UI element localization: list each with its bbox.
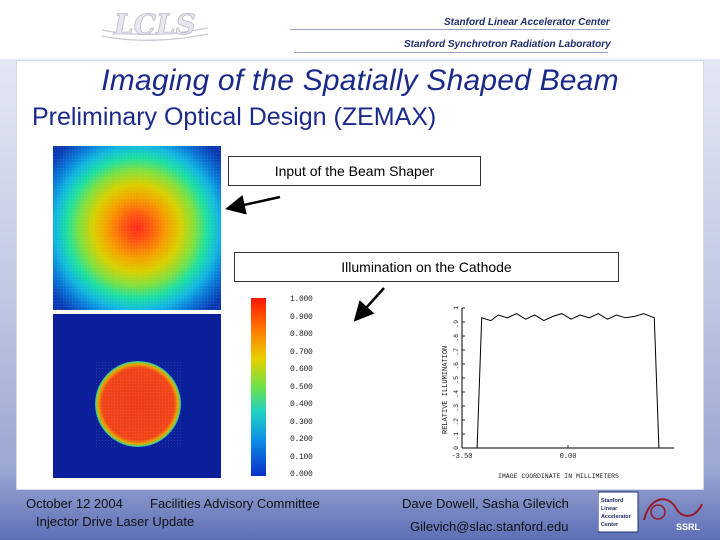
org-line-slac: Stanford Linear Accelerator Center xyxy=(444,17,610,28)
slac-logo-text: Stanford Linear Accelerator Center xyxy=(601,498,632,528)
illumination-profile-plot: 0 .1 .2 .3 .4 .5 .6 .7 .8 .9 1 -3.50 0.00 RELATIVE I… xyxy=(438,298,690,482)
colorbar-label: 0.800 xyxy=(290,330,313,339)
colorbar-label: 0.700 xyxy=(290,347,313,357)
plot-y-axis-label: RELATIVE ILLUMINATION xyxy=(442,346,450,434)
org-rule xyxy=(294,52,608,53)
plot-y-tick-label: .1 xyxy=(453,432,460,440)
plot-y-tick-label: .3 xyxy=(453,404,460,412)
colorbar-label: 0.900 xyxy=(290,312,313,322)
colorbar-label: 0.100 xyxy=(290,452,313,462)
slide-subtitle: Preliminary Optical Design (ZEMAX) xyxy=(32,103,437,131)
plot-y-tick-label: .6 xyxy=(453,362,460,370)
ssrl-logo-text: SSRL xyxy=(676,522,701,532)
colorbar-label: 0.300 xyxy=(290,417,313,427)
plot-tick-labels: 0 .1 .2 .3 .4 .5 .6 .7 .8 .9 1 -3.50 0.00 xyxy=(451,306,576,461)
colorbar-label: 0.200 xyxy=(290,435,313,444)
profile-chart-svg: 0 .1 .2 .3 .4 .5 .6 .7 .8 .9 1 -3.50 0.00 RELATIVE I… xyxy=(442,306,674,480)
plot-y-tick-label: .8 xyxy=(453,334,460,342)
plot-x-tick-label: 0.00 xyxy=(560,453,577,461)
footer-date: October 12 2004 xyxy=(26,496,123,511)
intensity-colorbar xyxy=(251,298,266,476)
colorbar-label: 0.400 xyxy=(290,400,313,409)
slide-title: Imaging of the Spatially Shaped Beam xyxy=(101,64,619,97)
callout-input-label: Input of the Beam Shaper xyxy=(228,156,481,186)
plot-y-tick-label: .9 xyxy=(453,320,460,328)
illumination-series-line xyxy=(462,313,674,449)
plot-y-tick-label: 0 xyxy=(453,446,460,450)
slac-ssrl-logo: Stanford Linear Accelerator Center SSRL xyxy=(598,491,703,533)
lcls-logo: LCLS xyxy=(101,8,209,41)
plot-x-tick-label: -3.50 xyxy=(451,453,472,461)
org-line-ssrl: Stanford Synchrotron Radiation Laborator… xyxy=(404,39,611,50)
plot-y-tick-label: .5 xyxy=(453,376,460,384)
callout-cathode-label: Illumination on the Cathode xyxy=(234,252,619,282)
footer-email: Gilevich@slac.stanford.edu xyxy=(410,519,569,534)
plot-x-axis-label: IMAGE COORDINATE IN MILLIMETERS xyxy=(498,473,619,480)
speckle-texture xyxy=(53,146,221,310)
plot-axes xyxy=(461,307,674,449)
cathode-illumination-image xyxy=(53,314,221,478)
plot-y-tick-label: 1 xyxy=(453,306,460,310)
org-rule xyxy=(290,29,610,30)
cathode-illumination-disc xyxy=(95,361,181,447)
colorbar-label: 0.500 xyxy=(290,382,313,392)
footer-authors: Dave Dowell, Sasha Gilevich xyxy=(402,496,569,511)
colorbar-label: 0.600 xyxy=(290,365,313,374)
plot-y-tick-label: .4 xyxy=(453,390,460,398)
org-names: Stanford Linear Accelerator Center Stanf… xyxy=(290,16,620,56)
beam-shaper-input-image xyxy=(53,146,221,310)
lcls-logo-text: LCLS xyxy=(113,8,196,41)
colorbar-label: 0.000 xyxy=(290,470,313,479)
plot-y-tick-label: .2 xyxy=(453,418,460,426)
footer-topic: Injector Drive Laser Update xyxy=(36,514,195,529)
footer-committee: Facilities Advisory Committee xyxy=(150,496,320,511)
colorbar-label: 1.000 xyxy=(290,295,313,304)
speckle-texture xyxy=(95,361,181,447)
plot-y-tick-label: .7 xyxy=(453,348,460,356)
